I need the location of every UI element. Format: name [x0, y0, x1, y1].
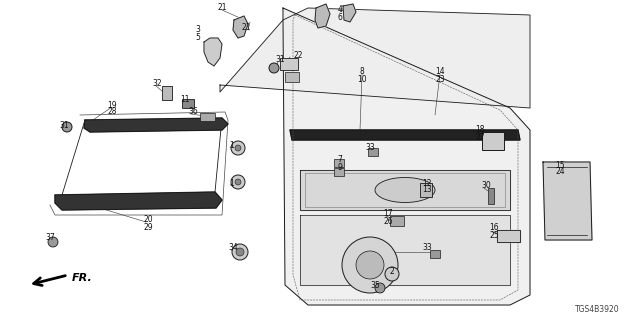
- Text: 31: 31: [275, 55, 285, 65]
- Bar: [200, 113, 215, 121]
- Text: 12: 12: [422, 179, 432, 188]
- Text: 21: 21: [241, 23, 251, 33]
- Text: 13: 13: [422, 186, 432, 195]
- Bar: [368, 148, 378, 156]
- Text: 14: 14: [435, 68, 445, 76]
- Polygon shape: [84, 118, 228, 132]
- Text: 10: 10: [357, 75, 367, 84]
- Text: 36: 36: [188, 108, 198, 116]
- Ellipse shape: [375, 178, 435, 203]
- Text: 1: 1: [230, 140, 234, 149]
- Bar: [420, 183, 432, 197]
- Text: 8: 8: [360, 68, 364, 76]
- Text: 18: 18: [476, 125, 484, 134]
- Circle shape: [231, 141, 245, 155]
- Circle shape: [342, 237, 398, 293]
- Text: 35: 35: [370, 282, 380, 291]
- Text: 37: 37: [45, 234, 55, 243]
- Circle shape: [236, 248, 244, 256]
- Circle shape: [232, 244, 248, 260]
- Bar: [285, 72, 299, 82]
- Text: 22: 22: [293, 51, 303, 60]
- Text: 31: 31: [59, 121, 69, 130]
- Text: 33: 33: [422, 244, 432, 252]
- Text: 11: 11: [180, 95, 189, 105]
- Bar: [182, 99, 194, 108]
- Text: 4: 4: [337, 5, 342, 14]
- Bar: [482, 132, 504, 150]
- Text: 27: 27: [475, 132, 485, 141]
- Text: 6: 6: [337, 12, 342, 21]
- Polygon shape: [300, 170, 510, 210]
- Bar: [162, 86, 172, 100]
- Text: 9: 9: [337, 163, 342, 172]
- Text: 7: 7: [337, 156, 342, 164]
- Polygon shape: [343, 4, 356, 22]
- Circle shape: [385, 267, 399, 281]
- Circle shape: [356, 251, 384, 279]
- Text: 15: 15: [555, 161, 565, 170]
- Text: 20: 20: [143, 215, 153, 225]
- Polygon shape: [315, 4, 330, 28]
- Text: 16: 16: [489, 223, 499, 233]
- Polygon shape: [283, 8, 530, 305]
- Polygon shape: [204, 38, 222, 66]
- Circle shape: [235, 145, 241, 151]
- Circle shape: [269, 63, 279, 73]
- Circle shape: [235, 179, 241, 185]
- Polygon shape: [543, 162, 592, 240]
- Text: 23: 23: [435, 75, 445, 84]
- Text: 33: 33: [365, 143, 375, 153]
- Bar: [390, 216, 404, 226]
- Polygon shape: [300, 215, 510, 285]
- Text: 29: 29: [143, 222, 153, 231]
- Circle shape: [48, 237, 58, 247]
- Text: 25: 25: [489, 230, 499, 239]
- Polygon shape: [290, 130, 520, 140]
- Text: 24: 24: [555, 167, 565, 177]
- Circle shape: [375, 283, 385, 293]
- Text: FR.: FR.: [72, 273, 93, 283]
- Text: 30: 30: [481, 181, 491, 190]
- Bar: [430, 250, 440, 258]
- Text: 28: 28: [108, 108, 116, 116]
- Text: 21: 21: [217, 4, 227, 12]
- Circle shape: [231, 175, 245, 189]
- Text: TGS4B3920: TGS4B3920: [575, 305, 620, 314]
- Polygon shape: [233, 16, 248, 38]
- Text: 2: 2: [390, 268, 394, 276]
- Text: 19: 19: [107, 100, 117, 109]
- Text: 3: 3: [196, 26, 200, 35]
- Bar: [488, 188, 494, 204]
- Bar: [334, 159, 344, 167]
- Circle shape: [62, 122, 72, 132]
- Text: 17: 17: [383, 210, 393, 219]
- Polygon shape: [55, 192, 222, 210]
- Bar: [334, 168, 344, 176]
- Text: 34: 34: [228, 244, 238, 252]
- Text: 5: 5: [196, 33, 200, 42]
- Text: 32: 32: [152, 78, 162, 87]
- Text: 26: 26: [383, 217, 393, 226]
- Polygon shape: [497, 230, 520, 242]
- Text: 1: 1: [230, 179, 234, 188]
- Polygon shape: [220, 8, 530, 108]
- Bar: [280, 58, 298, 70]
